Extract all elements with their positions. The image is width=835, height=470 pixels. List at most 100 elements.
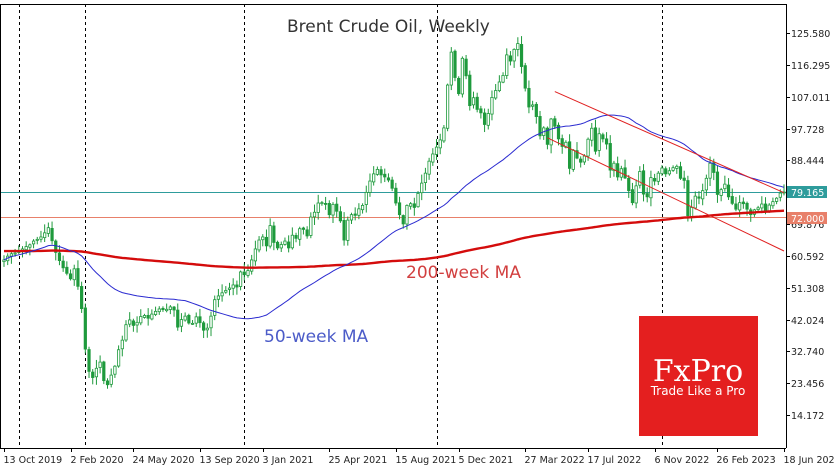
candle: [202, 320, 206, 339]
candle: [320, 200, 324, 206]
candle: [98, 355, 102, 374]
ma50-line: [3, 114, 785, 320]
candle: [538, 110, 542, 140]
candle: [682, 170, 686, 189]
candle: [420, 174, 424, 201]
ma50-label: 50-week MA: [264, 327, 369, 347]
candle: [179, 313, 184, 333]
candle: [567, 134, 572, 175]
candle: [386, 173, 391, 183]
candle: [449, 47, 453, 91]
candle: [264, 229, 269, 252]
candle: [442, 125, 446, 143]
candle: [726, 178, 731, 200]
channel-lower-line: [547, 137, 785, 252]
candle: [701, 183, 705, 206]
candle: [627, 174, 631, 198]
candle: [316, 194, 320, 220]
candle: [142, 313, 147, 319]
candle: [43, 224, 47, 243]
level-price-label: 72.000: [791, 214, 824, 225]
candle: [113, 365, 117, 378]
candle: [597, 127, 601, 157]
y-tick-label: 14.172: [791, 411, 824, 422]
candle: [39, 230, 43, 243]
candle: [471, 91, 476, 109]
candle: [353, 207, 357, 221]
candle: [519, 36, 524, 74]
candle: [553, 115, 557, 130]
candle: [464, 54, 468, 80]
candle: [301, 226, 306, 235]
candle: [634, 179, 638, 209]
trend-channel: [547, 91, 785, 252]
candle: [434, 138, 439, 160]
candle: [76, 260, 80, 290]
candle: [394, 182, 398, 206]
candle: [360, 203, 365, 214]
candle: [505, 48, 509, 79]
candle: [109, 368, 113, 388]
ma200-line: [4, 209, 785, 269]
candle: [2, 255, 6, 267]
candle: [482, 108, 487, 133]
candle: [556, 122, 561, 146]
candle: [290, 227, 294, 250]
candle: [216, 288, 221, 308]
y-tick-label: 116.295: [791, 61, 830, 72]
logo-tagline: Trade Like a Pro: [650, 384, 746, 398]
y-tick-label: 42.024: [791, 316, 824, 327]
candle: [409, 201, 413, 210]
y-tick-label: 88.444: [791, 156, 824, 167]
candle: [72, 264, 76, 286]
candle: [238, 270, 243, 291]
candle: [80, 281, 84, 313]
candle: [331, 202, 335, 223]
candle: [390, 176, 394, 192]
candle: [128, 312, 132, 328]
candle: [675, 164, 679, 174]
candle: [656, 171, 660, 186]
candle: [187, 313, 191, 325]
candle: [601, 132, 605, 143]
channel-upper-line: [554, 91, 785, 194]
candle: [379, 166, 383, 184]
current-price-tag: [787, 186, 827, 198]
candle: [324, 196, 328, 210]
candle: [375, 166, 379, 176]
fxpro-logo: FxPro Trade Like a Pro: [639, 316, 758, 436]
candle: [272, 221, 276, 251]
candle: [176, 303, 180, 331]
candle: [686, 175, 690, 222]
ma200-label: 200-week MA: [406, 263, 521, 283]
candle: [268, 218, 272, 249]
candle: [153, 306, 158, 317]
candle: [549, 117, 553, 154]
candle: [198, 308, 202, 328]
candle: [68, 269, 73, 281]
candle: [416, 191, 420, 208]
candle: [135, 316, 139, 333]
y-tick-label: 32.740: [791, 347, 824, 358]
candle: [523, 62, 527, 92]
candle: [719, 187, 723, 202]
candle: [475, 92, 479, 113]
candle: [479, 105, 483, 119]
candle: [190, 320, 195, 325]
x-tick-label: 3 Jan 2021: [263, 455, 314, 466]
candle: [139, 309, 143, 326]
candle: [490, 90, 494, 121]
candle: [364, 185, 368, 213]
candle: [760, 196, 764, 214]
x-tick-label: 13 Oct 2019: [4, 455, 63, 466]
y-tick-label: 107.011: [791, 93, 830, 104]
candle: [275, 240, 280, 251]
candle: [741, 197, 745, 209]
candle: [527, 80, 531, 114]
candle: [105, 378, 110, 389]
candle: [508, 51, 513, 66]
candle: [630, 182, 635, 206]
x-tick-label: 24 May 2020: [133, 455, 195, 466]
candle: [664, 166, 668, 177]
